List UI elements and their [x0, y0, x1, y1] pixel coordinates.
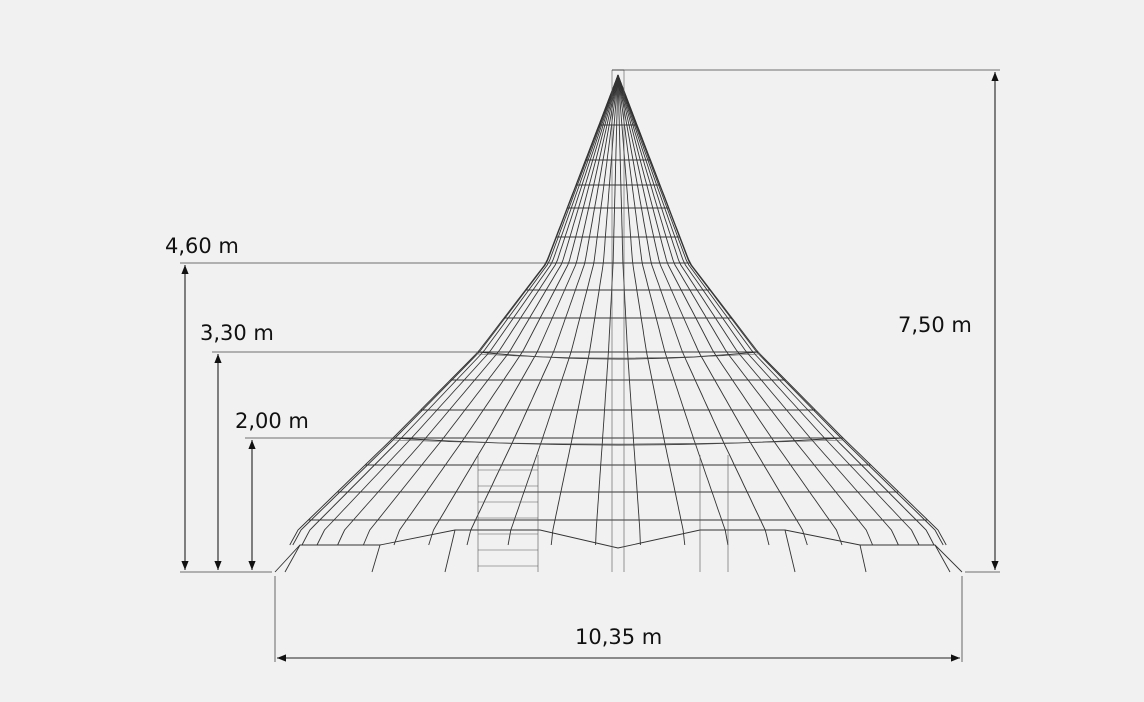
- ladder-right: [699, 455, 729, 572]
- label-height-330: 3,30 m: [200, 321, 274, 345]
- net-rope-vertical: [617, 74, 729, 546]
- net-rope-vertical: [617, 74, 686, 546]
- climbing-net-pyramid: [274, 69, 963, 573]
- net-rope-vertical: [507, 74, 619, 546]
- net-rope-vertical: [393, 74, 619, 546]
- net-rope-vertical: [595, 74, 619, 546]
- net-rope-vertical: [617, 74, 843, 546]
- net-rope-vertical: [617, 74, 770, 546]
- net-rope-vertical: [428, 74, 619, 546]
- central-mast: [611, 70, 625, 572]
- net-anchor-rope: [934, 544, 951, 573]
- net-rope-vertical: [617, 74, 641, 546]
- net-rope-vertical: [617, 74, 947, 546]
- net-rope-vertical: [292, 74, 619, 546]
- label-height-460: 4,60 m: [165, 234, 239, 258]
- label-total-height: 7,50 m: [898, 313, 972, 337]
- net-rope-vertical: [617, 74, 899, 546]
- net-rope-vertical: [617, 74, 874, 546]
- net-rope-vertical: [337, 74, 619, 546]
- net-rope-vertical: [301, 74, 619, 546]
- net-anchor-rope: [284, 544, 301, 573]
- net-bottom-edge: [274, 529, 963, 573]
- net-rope-vertical: [617, 74, 944, 546]
- net-platform-200-edge: [392, 439, 844, 445]
- net-rope-vertical: [316, 74, 619, 546]
- label-total-width: 10,35 m: [575, 625, 662, 649]
- net-platform-330: [477, 351, 759, 360]
- ladder-left: [477, 455, 539, 572]
- net-rope-vertical: [466, 74, 619, 546]
- net-rope-vertical: [362, 74, 619, 546]
- net-anchor-rope: [444, 529, 456, 573]
- net-rope-vertical: [617, 74, 808, 546]
- net-platform-200: [392, 437, 844, 446]
- net-rope-vertical: [550, 74, 619, 546]
- net-platform-330-edge: [477, 353, 759, 359]
- net-anchor-rope: [371, 544, 381, 573]
- extension-lines: [180, 69, 1000, 662]
- net-rope-vertical: [617, 74, 935, 546]
- net-rope-vertical: [617, 74, 920, 546]
- net-anchor-rope: [859, 544, 867, 573]
- label-height-200: 2,00 m: [235, 409, 309, 433]
- net-anchor-rope: [784, 529, 796, 573]
